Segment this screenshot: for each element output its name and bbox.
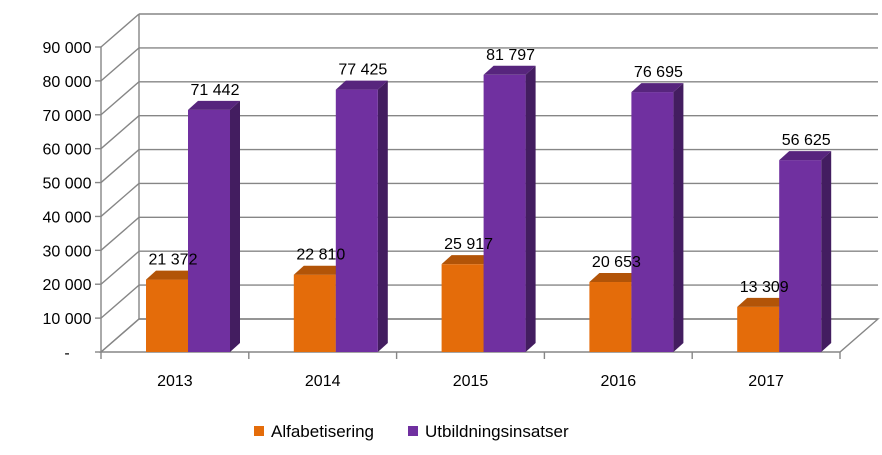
bars [146, 65, 832, 353]
data-label: 81 797 [486, 47, 535, 64]
bar-front [779, 160, 822, 352]
y-tick-label: 70 000 [43, 108, 92, 125]
data-label: 13 309 [740, 279, 789, 296]
gridline-diagonal [100, 13, 140, 48]
bar [631, 83, 684, 352]
bar-front [188, 109, 230, 353]
bar-side [821, 151, 832, 352]
gridline-diagonal [100, 149, 140, 184]
bar-top [483, 65, 536, 75]
bar-front [589, 282, 632, 352]
bar-top [188, 100, 240, 110]
bar [335, 80, 388, 352]
axes: - 10 000 20 000 30 000 40 000 50 000 60 000 70 … [43, 40, 880, 390]
bar-side [230, 100, 240, 353]
data-label: 77 425 [338, 62, 387, 79]
x-tick-label: 2013 [157, 373, 193, 390]
bar-top [146, 270, 198, 280]
bar [483, 65, 536, 352]
legend-swatch [408, 426, 418, 436]
gridline-diagonal [100, 115, 140, 150]
y-tick-label: 30 000 [43, 243, 92, 260]
x-tick-label: 2014 [305, 373, 341, 390]
data-label: 71 442 [191, 82, 240, 99]
y-tick-label: 50 000 [43, 176, 92, 193]
gridline-diagonal [100, 216, 140, 251]
bar-front [737, 306, 780, 352]
bar-front [631, 92, 674, 352]
y-tick-label: 20 000 [43, 277, 92, 294]
bar [779, 151, 832, 352]
bar-side [673, 83, 684, 352]
gridline-diagonal [100, 182, 140, 217]
x-tick-label: 2015 [453, 373, 489, 390]
y-tick-label: - [64, 345, 69, 362]
data-label: 25 917 [444, 236, 493, 253]
bar-front [483, 74, 526, 352]
bar-side [525, 65, 536, 352]
legend: Alfabetisering Utbildningsinsatser [254, 422, 569, 441]
legend-item: Utbildningsinsatser [408, 422, 569, 441]
y-tick-label: 60 000 [43, 142, 92, 159]
x-tick-label: 2017 [748, 373, 784, 390]
data-label: 56 625 [782, 132, 831, 149]
gridline-diagonal [100, 81, 140, 116]
y-tick-label: 80 000 [43, 74, 92, 91]
legend-label: Alfabetisering [271, 422, 374, 441]
data-label: 22 810 [296, 247, 345, 264]
bar-top [737, 297, 790, 307]
data-label: 20 653 [592, 254, 641, 271]
y-tick-label: 90 000 [43, 40, 92, 57]
bar-top [631, 83, 684, 93]
bar-front [293, 274, 336, 352]
data-label: 21 372 [149, 252, 198, 269]
data-label: 76 695 [634, 64, 683, 81]
legend-item: Alfabetisering [254, 422, 374, 441]
data-labels: 21 372 71 442 22 810 77 425 25 917 81 797 20 6… [149, 47, 831, 296]
gridline-diagonal [100, 250, 140, 285]
bar-side [377, 80, 388, 352]
gridline-diagonal [100, 47, 140, 82]
bar-top [589, 273, 642, 283]
bar [188, 100, 240, 353]
gridline-diagonal [100, 284, 140, 319]
bar-top [779, 151, 832, 161]
y-tick-label: 40 000 [43, 209, 92, 226]
bar-front [146, 279, 188, 352]
bar-front [335, 89, 378, 352]
y-tick-label: 10 000 [43, 311, 92, 328]
bar-top [441, 255, 494, 265]
bar-top [293, 265, 346, 275]
x-tick-label: 2016 [601, 373, 637, 390]
legend-swatch [254, 426, 264, 436]
bar-top [335, 80, 388, 90]
legend-label: Utbildningsinsatser [425, 422, 569, 441]
bar-front [441, 264, 484, 352]
